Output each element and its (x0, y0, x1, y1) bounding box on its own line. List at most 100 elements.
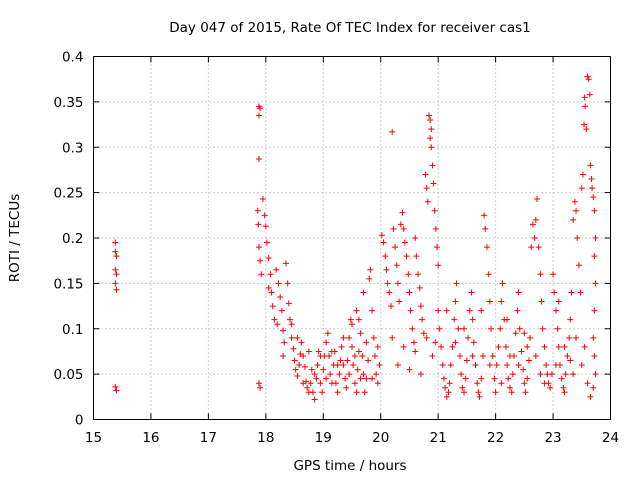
data-point (298, 339, 305, 346)
data-point (592, 280, 599, 287)
data-point (351, 352, 358, 359)
data-point (413, 253, 420, 260)
data-point (427, 135, 434, 142)
data-point (373, 371, 380, 378)
data-point (509, 371, 516, 378)
data-point (346, 334, 353, 341)
data-point (476, 393, 483, 400)
data-point (466, 307, 473, 314)
data-point (555, 298, 562, 305)
data-point (495, 343, 502, 350)
data-point (579, 171, 586, 178)
data-point (274, 321, 281, 328)
data-point (412, 348, 419, 355)
data-point (436, 325, 443, 332)
data-point (349, 343, 355, 350)
data-point (428, 126, 435, 133)
data-point (309, 389, 316, 396)
data-point (446, 380, 453, 387)
data-point (554, 325, 561, 332)
data-point (314, 362, 321, 369)
data-point (296, 362, 303, 369)
y-tick-label: 0.1 (62, 322, 83, 338)
data-point (498, 380, 505, 387)
data-point (516, 325, 523, 332)
data-point (357, 375, 364, 382)
data-point (275, 280, 282, 287)
data-point (522, 389, 529, 396)
data-point (429, 352, 436, 359)
data-point (389, 128, 396, 135)
data-point (311, 396, 318, 403)
data-point (455, 325, 462, 332)
data-point (497, 325, 504, 332)
data-point (432, 225, 439, 232)
data-point (575, 262, 582, 269)
data-point (113, 387, 120, 394)
data-point (278, 307, 285, 314)
data-point (543, 362, 550, 369)
data-point (475, 389, 482, 396)
data-point (371, 352, 378, 359)
data-point (400, 225, 407, 232)
data-point (558, 375, 565, 382)
data-point (578, 185, 585, 192)
y-tick-label: 0.25 (53, 186, 83, 202)
data-point (294, 372, 301, 379)
data-point (590, 334, 597, 341)
data-point (504, 316, 511, 323)
data-point (113, 253, 120, 260)
data-point (257, 105, 264, 112)
data-point (112, 280, 119, 287)
data-point (571, 198, 578, 205)
data-point (366, 275, 373, 282)
data-point (532, 352, 539, 359)
data-point (403, 253, 410, 260)
data-point (587, 162, 594, 169)
data-point (591, 352, 598, 359)
data-point (350, 362, 357, 369)
data-point (112, 248, 119, 255)
data-point (281, 339, 288, 346)
data-point (478, 375, 485, 382)
data-point (515, 362, 522, 369)
data-point (400, 343, 407, 350)
data-point (411, 339, 418, 346)
data-point (386, 289, 393, 296)
data-point (548, 371, 555, 378)
data-point (442, 384, 449, 391)
data-point (347, 316, 354, 323)
data-point (532, 216, 539, 223)
data-point (429, 162, 436, 169)
data-point (415, 271, 422, 278)
data-point (459, 384, 466, 391)
data-point (412, 235, 419, 241)
data-point (493, 362, 500, 369)
data-point (286, 316, 293, 323)
data-point (440, 375, 447, 382)
data-point (590, 194, 597, 201)
data-point (562, 371, 569, 378)
data-point (560, 384, 567, 391)
data-point (340, 334, 347, 341)
data-point (432, 339, 439, 346)
data-point (529, 221, 536, 228)
data-point (265, 254, 272, 261)
data-point (521, 330, 528, 337)
data-point (468, 289, 475, 296)
data-point (524, 375, 531, 382)
data-point (369, 375, 376, 382)
data-point (267, 271, 274, 278)
data-point (417, 371, 424, 378)
data-point (574, 235, 581, 241)
data-point (539, 325, 546, 332)
x-tick-label: 21 (430, 430, 447, 446)
data-point (416, 284, 423, 291)
data-point (113, 271, 120, 278)
data-point (336, 371, 343, 378)
data-point (452, 339, 459, 346)
data-point (561, 389, 568, 396)
data-point (261, 212, 268, 219)
data-point (353, 389, 360, 396)
